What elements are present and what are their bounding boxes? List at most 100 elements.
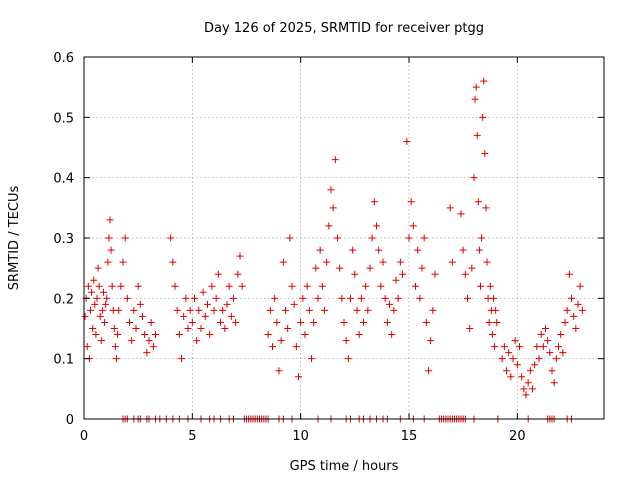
chart-title: Day 126 of 2025, SRMTID for receiver ptg…: [204, 21, 484, 36]
data-point: [186, 306, 194, 314]
data-point: [318, 282, 326, 290]
data-point: [344, 355, 352, 363]
data-point: [277, 337, 285, 345]
data-point: [271, 294, 279, 302]
data-point: [368, 234, 376, 242]
y-tick-label: 0.5: [53, 111, 74, 126]
data-point: [466, 325, 474, 332]
data-point: [475, 246, 483, 254]
data-point: [84, 282, 92, 290]
data-point: [568, 294, 575, 302]
data-point: [87, 306, 94, 314]
y-tick-label: 0.3: [53, 232, 74, 247]
data-point: [323, 258, 331, 266]
data-point: [518, 373, 526, 381]
data-point: [301, 331, 309, 339]
x-tick-label: 15: [401, 429, 418, 444]
data-point: [119, 258, 127, 266]
data-point: [370, 198, 378, 206]
data-point: [141, 331, 149, 339]
data-point: [111, 343, 119, 351]
data-point: [134, 282, 142, 290]
data-point: [297, 318, 305, 326]
data-point: [219, 306, 227, 314]
data-point: [195, 306, 203, 314]
data-point: [145, 337, 153, 345]
data-point: [531, 361, 539, 369]
data-point: [89, 325, 97, 332]
data-point: [425, 367, 432, 375]
data-point: [490, 294, 497, 302]
data-point: [266, 306, 274, 314]
data-point: [383, 318, 391, 326]
data-point: [93, 294, 101, 302]
data-point: [102, 300, 110, 308]
data-point: [340, 318, 348, 326]
data-point: [97, 337, 105, 345]
data-point: [427, 337, 435, 345]
data-point: [416, 294, 424, 302]
data-point: [115, 306, 123, 314]
data-point: [394, 294, 402, 302]
data-point: [114, 331, 122, 339]
data-point: [175, 331, 183, 339]
data-point: [204, 300, 211, 308]
data-point: [357, 294, 365, 302]
x-tick-label: 20: [509, 429, 526, 444]
data-point: [310, 318, 318, 326]
data-point: [546, 349, 554, 357]
data-point: [509, 355, 517, 363]
data-point: [544, 337, 552, 345]
data-point: [180, 312, 188, 320]
data-point: [173, 306, 181, 314]
data-point: [123, 294, 131, 302]
data-point: [557, 331, 565, 339]
data-point: [100, 288, 107, 296]
data-point: [505, 349, 513, 357]
data-point: [399, 270, 406, 278]
data-point: [548, 367, 556, 375]
data-point: [167, 234, 175, 242]
data-point: [377, 282, 385, 290]
data-point: [342, 337, 350, 345]
data-point: [488, 331, 496, 339]
y-tick-label: 0.6: [53, 51, 74, 66]
data-point: [264, 331, 272, 339]
data-point: [290, 300, 298, 308]
data-point: [409, 222, 417, 230]
data-point: [576, 282, 584, 290]
data-point: [360, 318, 367, 326]
data-point: [412, 282, 419, 290]
data-point: [474, 198, 482, 206]
data-point: [522, 391, 530, 399]
data-point: [152, 331, 159, 339]
data-point: [407, 198, 415, 206]
x-tick-label: 5: [188, 429, 196, 444]
data-point: [193, 337, 201, 345]
x-tick-label: 10: [292, 429, 309, 444]
data-point: [448, 258, 456, 266]
data-point: [178, 355, 185, 363]
data-point: [286, 234, 294, 242]
data-point: [136, 300, 144, 308]
data-point: [570, 312, 578, 320]
data-point: [347, 294, 354, 302]
data-point: [478, 234, 486, 242]
data-point: [184, 325, 192, 332]
data-point: [479, 113, 487, 121]
data-point: [171, 282, 179, 290]
data-point: [284, 325, 292, 332]
data-point: [81, 312, 89, 320]
data-point: [206, 331, 214, 339]
data-point: [273, 318, 281, 326]
data-point: [282, 306, 289, 314]
data-point: [552, 355, 560, 363]
data-point: [446, 204, 454, 212]
data-point: [486, 282, 494, 290]
data-points: [81, 77, 586, 423]
data-point: [422, 318, 430, 326]
grid-lines: [84, 57, 604, 419]
data-point: [321, 306, 328, 314]
data-point: [210, 306, 218, 314]
